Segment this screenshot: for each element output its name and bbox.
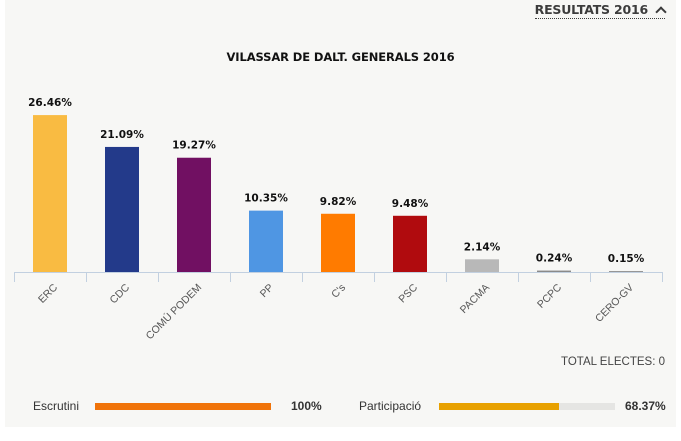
bar-erc[interactable] xyxy=(33,115,67,273)
bar-pp[interactable] xyxy=(249,210,283,272)
bar-cdc[interactable] xyxy=(105,146,139,272)
data-label: 9.48% xyxy=(392,198,429,210)
data-label: 0.24% xyxy=(536,253,573,265)
participacio-label: Participació xyxy=(359,399,422,413)
escrutini-progress-bar xyxy=(95,403,271,410)
results-toggle-button[interactable]: RESULTATS 2016 xyxy=(534,2,667,19)
escrutini-value: 100% xyxy=(291,399,322,413)
x-tick-label: C's xyxy=(329,282,348,301)
x-tick-label: CERO-GV xyxy=(593,282,636,325)
x-tick-label: ERC xyxy=(36,281,60,305)
bar-com-podem[interactable] xyxy=(177,157,211,272)
results-toggle-label: RESULTATS 2016 xyxy=(534,2,649,17)
x-tick-label: CDC xyxy=(108,281,133,306)
escrutini-label: Escrutini xyxy=(33,399,80,413)
x-tick-label: PP xyxy=(258,282,276,300)
bar-cero-gv[interactable] xyxy=(609,271,643,272)
bar-chart: 26.46% ERC 21.09% CDC 19.27% COMÚ PODEM 10.35%… xyxy=(14,97,663,342)
bar-pcpc[interactable] xyxy=(537,270,571,272)
participacio-progress-bar xyxy=(439,403,615,410)
participacio-progress-fill xyxy=(439,403,560,410)
data-label: 19.27% xyxy=(172,140,216,152)
data-label: 10.35% xyxy=(244,193,288,205)
data-label: 26.46% xyxy=(28,97,72,109)
x-tick-label: PSC xyxy=(396,281,420,305)
data-label: 0.15% xyxy=(608,253,645,265)
x-tick-label: COMÚ PODEM xyxy=(143,281,204,342)
data-label: 9.82% xyxy=(320,196,357,208)
participacio-value: 68.37% xyxy=(625,399,666,413)
escrutini-progress-fill xyxy=(95,403,271,410)
total-electes: TOTAL ELECTES: 0 xyxy=(561,356,665,368)
x-tick-label: PCPC xyxy=(535,281,564,310)
chart-title: VILASSAR DE DALT. GENERALS 2016 xyxy=(226,50,455,64)
data-label: 2.14% xyxy=(464,241,501,253)
bar-psc[interactable] xyxy=(393,215,427,272)
x-tick-label: PACMA xyxy=(458,282,492,316)
bar-c-s[interactable] xyxy=(321,213,355,272)
data-label: 21.09% xyxy=(100,129,144,141)
progress-row: Escrutini 100% Participació 68.37% xyxy=(0,393,681,419)
bar-pacma[interactable] xyxy=(465,259,499,272)
